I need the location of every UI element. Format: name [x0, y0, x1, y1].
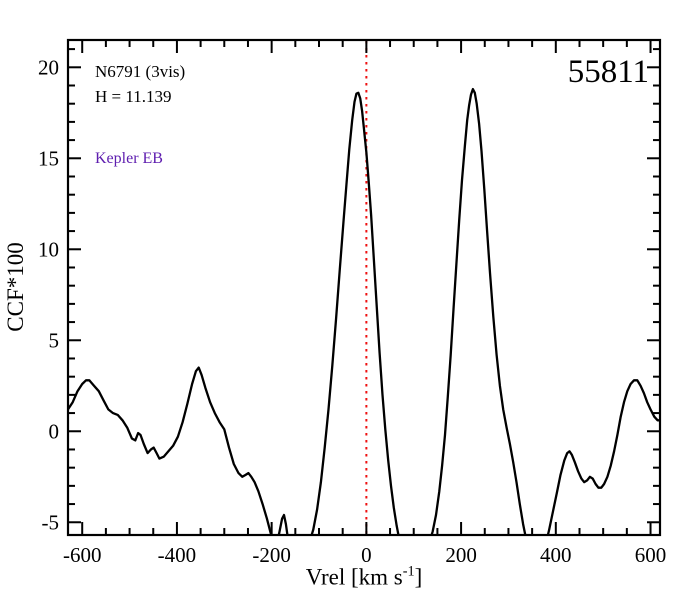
svg-text:-200: -200 [252, 543, 291, 567]
svg-text:400: 400 [540, 543, 572, 567]
x-axis-label-pre: Vrel [km s [305, 564, 403, 590]
svg-text:-600: -600 [63, 543, 102, 567]
svg-text:-400: -400 [158, 543, 197, 567]
svg-text:-5: -5 [42, 510, 60, 534]
y-axis-label: CCF*100 [3, 242, 28, 332]
svg-text:10: 10 [38, 237, 59, 261]
star-id-label: 55811 [567, 54, 649, 90]
x-axis-label-sup: -1 [402, 563, 415, 580]
x-axis-label: Vrel [km s-1] [306, 564, 423, 591]
hmag-label: H = 11.139 [95, 87, 172, 106]
svg-text:0: 0 [361, 543, 372, 567]
svg-text:0: 0 [49, 419, 60, 443]
svg-text:20: 20 [38, 55, 59, 79]
svg-text:15: 15 [38, 146, 59, 170]
svg-text:600: 600 [635, 543, 667, 567]
svg-text:200: 200 [445, 543, 477, 567]
x-axis-label-post: ] [414, 564, 423, 590]
svg-text:5: 5 [49, 328, 60, 352]
cluster-label: N6791 (3vis) [95, 62, 186, 81]
kepler-eb-label: Kepler EB [95, 150, 163, 167]
